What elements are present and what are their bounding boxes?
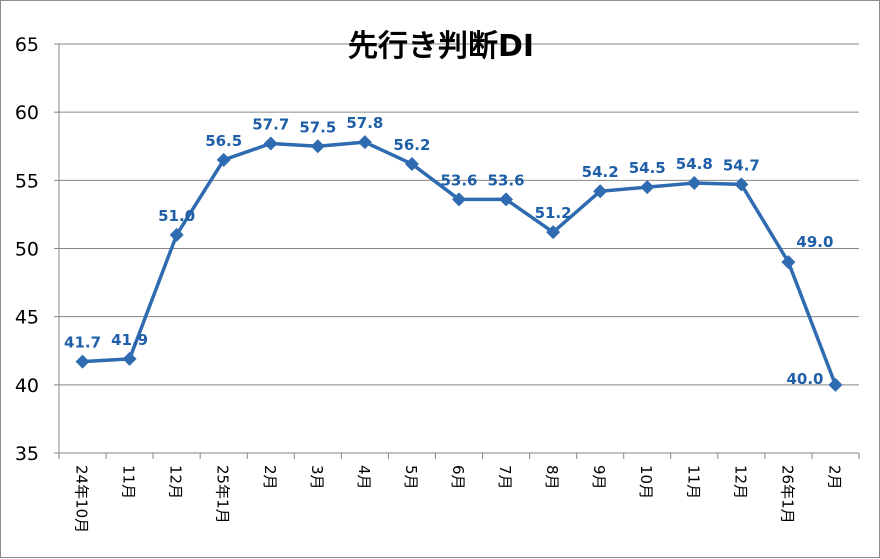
x-tick-label: 8月	[543, 465, 561, 490]
y-tick-label: 60	[15, 102, 39, 124]
x-tick-label: 25年1月	[214, 465, 232, 524]
data-point-marker	[734, 177, 749, 192]
data-point-marker	[781, 255, 796, 270]
x-tick-label: 11月	[120, 465, 138, 499]
data-label: 53.6	[440, 171, 477, 189]
data-label: 51.0	[158, 207, 195, 225]
y-tick-label: 50	[15, 239, 39, 261]
x-tick-label: 5月	[402, 465, 420, 490]
data-point-marker	[310, 139, 325, 154]
data-point-marker	[263, 136, 278, 151]
x-tick-label: 10月	[637, 465, 655, 499]
x-tick-label: 4月	[355, 465, 373, 490]
data-label: 41.9	[111, 331, 148, 349]
x-tick-label: 7月	[496, 465, 514, 490]
x-tick-label: 12月	[167, 465, 185, 499]
data-label: 57.8	[346, 114, 383, 132]
data-point-marker	[122, 351, 137, 366]
data-label: 49.0	[796, 233, 833, 251]
data-label: 54.2	[582, 163, 619, 181]
data-point-marker	[499, 192, 514, 207]
data-point-marker	[452, 192, 466, 207]
data-label: 56.5	[205, 132, 242, 150]
y-tick-label: 40	[15, 375, 39, 397]
x-tick-label: 26年1月	[778, 465, 796, 524]
data-label: 57.5	[299, 118, 336, 136]
x-tick-label: 9月	[590, 465, 608, 490]
y-tick-label: 55	[15, 170, 39, 192]
x-tick-label: 12月	[731, 465, 749, 499]
data-point-marker	[640, 180, 655, 195]
x-axis-tick-labels: 24年10月 11月 12月 25年1月 2月 3月 4月 5月 6月 7月 8月 9月 10月 11月 1…	[73, 465, 844, 533]
y-tick-label: 65	[15, 34, 39, 56]
data-point-marker	[593, 184, 608, 199]
data-point-marker	[357, 135, 372, 150]
x-tick-label: 2月	[261, 465, 279, 490]
data-label: 54.5	[629, 159, 666, 177]
data-point-marker	[169, 227, 184, 242]
data-point-marker	[216, 152, 231, 167]
y-axis-tick-labels: 35 40 45 50 55 60 65	[15, 34, 39, 465]
data-point-marker	[404, 156, 419, 171]
data-point-marker	[828, 377, 843, 392]
x-tick-label: 11月	[684, 465, 702, 499]
gridlines	[59, 43, 859, 386]
data-point-marker	[546, 225, 561, 240]
data-label: 41.7	[64, 334, 101, 352]
data-label: 40.0	[786, 370, 823, 388]
axes	[54, 43, 860, 459]
x-tick-label: 24年10月	[73, 465, 91, 533]
data-point-marker	[75, 354, 90, 369]
data-point-marker	[687, 176, 702, 191]
data-label: 57.7	[252, 116, 289, 134]
data-label: 54.7	[723, 156, 760, 174]
y-tick-label: 45	[15, 307, 39, 329]
data-label: 51.2	[535, 204, 572, 222]
x-tick-label: 2月	[825, 465, 843, 490]
data-label: 56.2	[393, 136, 430, 154]
y-tick-label: 35	[15, 443, 39, 465]
data-labels: 41.7 41.9 51.0 56.5 57.7 57.5 57.8 56.2 53.6 53.6…	[64, 114, 833, 388]
series-group	[75, 135, 843, 392]
data-label: 54.8	[676, 155, 713, 173]
chart-title: 先行き判断DI	[348, 29, 534, 64]
x-tick-label: 3月	[308, 465, 326, 490]
data-label: 53.6	[488, 171, 525, 189]
x-tick-label: 6月	[449, 465, 467, 490]
